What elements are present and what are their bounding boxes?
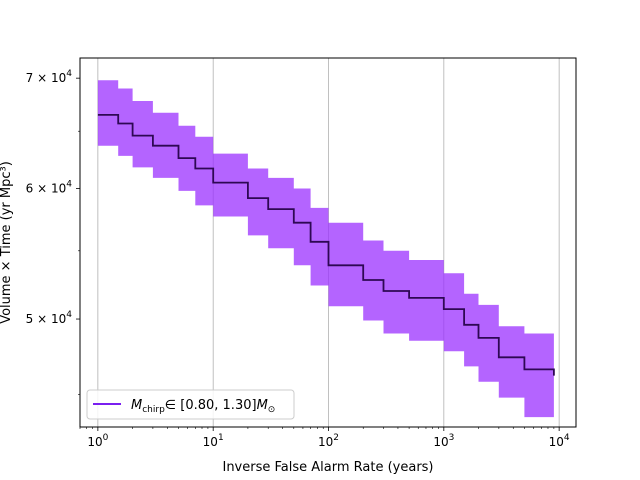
legend-unit-sub: ⊙ xyxy=(268,405,276,415)
x-tick-exp: 1 xyxy=(218,433,224,443)
legend-range: ∈ [0.80, 1.30] xyxy=(165,398,257,413)
y-tick-label: 5 × 104 xyxy=(26,310,73,326)
y-tick-mantissa: 7 × 10 xyxy=(26,71,67,85)
x-tick-base: 10 xyxy=(318,435,333,449)
legend-unit: M xyxy=(257,398,268,413)
x-tick-base: 10 xyxy=(433,435,448,449)
y-tick-exp: 4 xyxy=(66,69,72,79)
y-axis-label: Volume × Time (yr Mpc³) xyxy=(0,161,14,324)
x-tick-exp: 4 xyxy=(564,433,570,443)
x-tick-exp: 3 xyxy=(449,433,455,443)
y-tick-mantissa: 5 × 10 xyxy=(26,312,67,326)
y-tick-mantissa: 6 × 10 xyxy=(26,182,67,196)
x-axis: 100 101 102 103 104 xyxy=(79,427,570,449)
x-tick-base: 10 xyxy=(203,435,218,449)
legend: Mchirp∈ [0.80, 1.30]M⊙ xyxy=(86,389,295,420)
x-tick-label: 104 xyxy=(549,433,570,449)
y-tick-exp: 4 xyxy=(66,310,72,320)
legend-entry-label: Mchirp∈ [0.80, 1.30]M⊙ xyxy=(131,398,275,415)
series-layer xyxy=(97,80,555,422)
x-tick-label: 100 xyxy=(87,433,108,449)
y-tick-exp: 4 xyxy=(66,180,72,190)
x-tick-exp: 0 xyxy=(103,433,109,443)
legend-symbol-sub: chirp xyxy=(142,405,165,415)
x-tick-base: 10 xyxy=(87,435,102,449)
y-tick-label: 7 × 104 xyxy=(26,69,73,85)
x-tick-label: 102 xyxy=(318,433,339,449)
confidence-band xyxy=(97,80,554,422)
legend-symbol: M xyxy=(131,398,142,413)
x-tick-label: 101 xyxy=(203,433,224,449)
x-tick-exp: 2 xyxy=(333,433,339,443)
x-axis-label: Inverse False Alarm Rate (years) xyxy=(222,460,433,475)
x-tick-base: 10 xyxy=(549,435,564,449)
legend-box xyxy=(86,389,295,420)
y-tick-label: 6 × 104 xyxy=(26,180,73,196)
plot-frame xyxy=(79,57,577,428)
x-tick-label: 103 xyxy=(433,433,454,449)
